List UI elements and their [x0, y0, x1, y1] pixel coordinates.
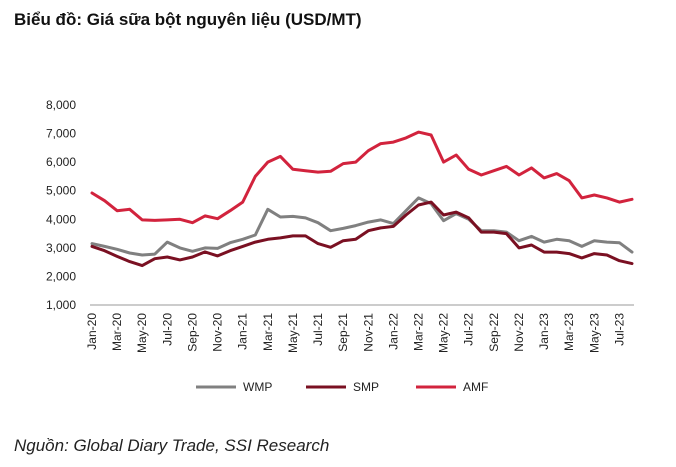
- x-tick-label: May-21: [286, 313, 300, 353]
- x-tick-label: May-20: [135, 313, 149, 353]
- y-tick-label: 2,000: [46, 269, 76, 283]
- x-tick-label: Jul-22: [462, 313, 476, 346]
- legend-label-amf: AMF: [463, 380, 488, 394]
- y-tick-label: 1,000: [46, 298, 76, 312]
- x-tick-label: Mar-22: [412, 313, 426, 351]
- legend-label-wmp: WMP: [243, 380, 272, 394]
- x-tick-label: Jan-21: [236, 313, 250, 350]
- y-tick-label: 7,000: [46, 127, 76, 141]
- x-tick-label: Sep-20: [185, 313, 199, 352]
- series-line-wmp: [90, 196, 634, 257]
- x-tick-label: Mar-23: [562, 313, 576, 351]
- source-note: Nguồn: Global Diary Trade, SSI Research: [14, 436, 330, 455]
- series-layer: [90, 130, 634, 268]
- x-tick-label: Jan-22: [386, 313, 400, 350]
- y-tick-label: 4,000: [46, 212, 76, 226]
- x-tick-label: Jan-23: [537, 313, 551, 350]
- x-tick-label: Nov-22: [512, 313, 526, 352]
- x-tick-label: May-22: [437, 313, 451, 353]
- x-tick-label: Mar-20: [110, 313, 124, 351]
- x-tick-label: Jul-21: [311, 313, 325, 346]
- legend-label-smp: SMP: [353, 380, 379, 394]
- legend: WMP SMP AMF: [196, 380, 488, 394]
- x-tick-label: May-23: [587, 313, 601, 353]
- y-axis: 1,000 2,000 3,000 4,000 5,000 6,000 7,000 8,000: [46, 98, 76, 312]
- series-line-smp: [90, 200, 634, 268]
- x-tick-label: Nov-21: [361, 313, 375, 352]
- x-axis: Jan-20 Mar-20 May-20 Jul-20 Sep-20 Nov-20 Jan-…: [85, 304, 634, 353]
- x-tick-label: Nov-20: [211, 313, 225, 352]
- x-tick-label: Sep-22: [487, 313, 501, 352]
- x-tick-label: Jul-23: [612, 313, 626, 346]
- chart-title: Biểu đồ: Giá sữa bột nguyên liệu (USD/MT…: [14, 10, 362, 29]
- x-tick-label: Jan-20: [85, 313, 99, 350]
- x-tick-label: Mar-21: [261, 313, 275, 351]
- x-tick-label: Jul-20: [160, 313, 174, 346]
- y-tick-label: 6,000: [46, 155, 76, 169]
- series-line-amf: [90, 130, 634, 225]
- y-tick-label: 3,000: [46, 241, 76, 255]
- x-tick-label: Sep-21: [336, 313, 350, 352]
- y-tick-label: 5,000: [46, 184, 76, 198]
- y-tick-label: 8,000: [46, 98, 76, 112]
